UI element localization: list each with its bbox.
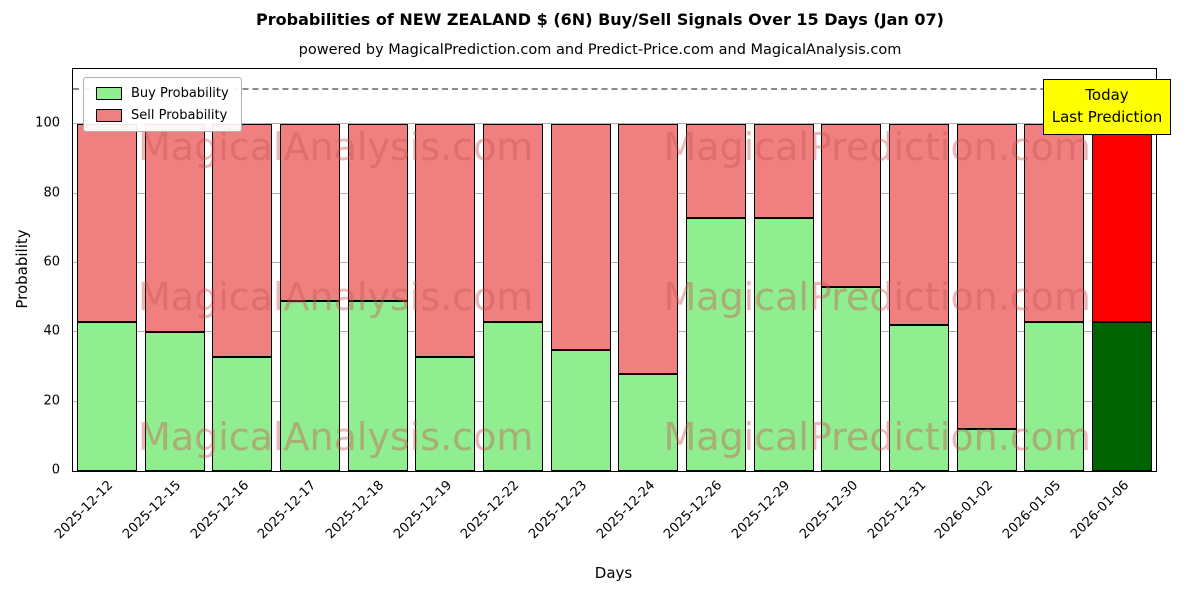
plot-area: MagicalAnalysis.com MagicalPrediction.co… <box>72 68 1157 472</box>
today-annotation: Today Last Prediction <box>1043 79 1171 135</box>
x-tick-label: 2025-12-23 <box>526 478 591 543</box>
bar-buy-segment <box>347 301 408 471</box>
legend-buy-label: Buy Probability <box>131 86 229 101</box>
bar-buy-segment <box>686 218 747 471</box>
bar-buy-segment <box>482 321 543 471</box>
y-tick-label: 100 <box>35 115 60 131</box>
bar-sell-segment <box>482 124 543 322</box>
bar-buy-segment <box>1092 321 1153 471</box>
gridline <box>73 400 1156 402</box>
bar-sell-segment <box>279 124 340 302</box>
x-tick-label: 2025-12-24 <box>593 478 658 543</box>
bar-sell-segment <box>956 124 1017 430</box>
legend-item-buy: Buy Probability <box>96 86 229 101</box>
bar-buy-segment <box>144 332 205 471</box>
x-axis-label: Days <box>594 564 633 582</box>
bar-sell-segment <box>76 124 137 322</box>
gridline <box>73 262 1156 264</box>
y-tick-label: 20 <box>43 393 60 409</box>
buy-color-swatch <box>96 87 122 100</box>
x-axis-ticks: 2025-12-12 2025-12-15 2025-12-16 2025-12-17… <box>52 471 1155 571</box>
bar-sell-segment <box>753 124 814 219</box>
bar-buy-segment <box>956 429 1017 471</box>
bar-buy-segment <box>618 373 679 471</box>
sell-color-swatch <box>96 109 122 122</box>
gridline <box>73 331 1156 333</box>
bar-buy-segment <box>1024 321 1085 471</box>
x-tick-label: 2025-12-22 <box>458 478 523 543</box>
x-tick-label: 2026-01-02 <box>932 478 997 543</box>
bar-buy-segment <box>415 356 476 471</box>
bar-sell-segment <box>821 124 882 288</box>
y-tick-label: 60 <box>43 254 60 270</box>
bar-sell-segment <box>550 124 611 350</box>
bar-sell-segment <box>212 124 273 357</box>
bar-sell-segment <box>889 124 950 326</box>
legend-item-sell: Sell Probability <box>96 108 229 123</box>
chart-subtitle: powered by MagicalPrediction.com and Pre… <box>298 42 902 58</box>
x-tick-label: 2025-12-17 <box>255 478 320 543</box>
y-tick-label: 40 <box>43 323 60 339</box>
annotation-line-2: Last Prediction <box>1051 107 1163 126</box>
dashed-reference-line <box>73 87 1156 90</box>
bar-buy-segment <box>550 349 611 471</box>
bar-sell-segment <box>686 124 747 219</box>
legend-sell-label: Sell Probability <box>131 108 228 123</box>
bar-buy-segment <box>821 287 882 471</box>
gridline <box>73 123 1156 125</box>
x-tick-label: 2025-12-26 <box>661 478 726 543</box>
y-tick-label: 80 <box>43 185 60 201</box>
x-tick-label: 2025-12-15 <box>120 478 185 543</box>
y-tick-label: 0 <box>51 462 60 478</box>
bar-sell-segment <box>347 124 408 302</box>
y-axis-ticks: 0 20 40 60 80 100 <box>0 68 66 478</box>
chart-title: Probabilities of NEW ZEALAND $ (6N) Buy/… <box>256 10 944 29</box>
bar-sell-segment <box>1092 124 1153 322</box>
bar-sell-segment <box>1024 124 1085 322</box>
bar-buy-segment <box>753 218 814 471</box>
bar-buy-segment <box>279 301 340 471</box>
annotation-line-1: Today <box>1085 86 1129 104</box>
legend: Buy Probability Sell Probability <box>83 77 242 132</box>
x-tick-label: 2026-01-06 <box>1067 478 1132 543</box>
x-tick-label: 2025-12-29 <box>729 478 794 543</box>
bar-sell-segment <box>618 124 679 374</box>
x-tick-label: 2025-12-31 <box>864 478 929 543</box>
x-tick-label: 2025-12-30 <box>796 478 862 543</box>
bar-sell-segment <box>415 124 476 357</box>
x-tick-label: 2025-12-16 <box>187 478 252 543</box>
x-tick-label: 2025-12-18 <box>323 478 388 543</box>
x-tick-label: 2026-01-05 <box>1000 478 1065 543</box>
bar-buy-segment <box>212 356 273 471</box>
bar-buy-segment <box>889 325 950 471</box>
gridline <box>73 192 1156 194</box>
x-tick-label: 2025-12-19 <box>390 478 455 543</box>
x-tick-label: 2025-12-12 <box>52 478 117 543</box>
bar-buy-segment <box>76 321 137 471</box>
bar-sell-segment <box>144 124 205 333</box>
